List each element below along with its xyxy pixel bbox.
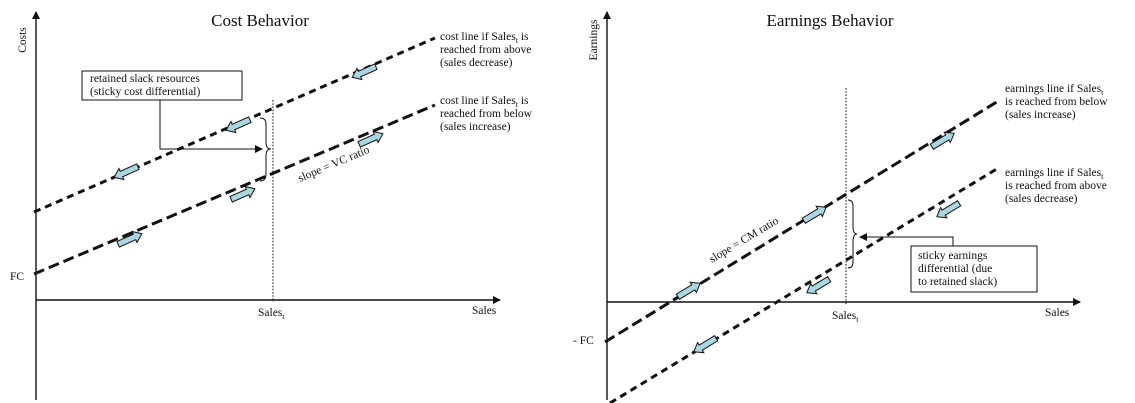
earnings-upper-line-label: earnings line if Salest is reached from … xyxy=(1005,83,1108,121)
earnings-differential-brace xyxy=(847,199,858,269)
vc-slope-label: slope = VC ratio xyxy=(296,144,371,185)
neg-fc-label: - FC xyxy=(573,335,594,347)
cost-differential-brace xyxy=(259,117,272,182)
sticky-earnings-text-1: sticky earnings xyxy=(918,250,988,262)
block-arrow-icon xyxy=(229,185,256,203)
retained-slack-connector xyxy=(159,100,263,153)
svg-text:earnings line if Salest: earnings line if Salest xyxy=(1005,83,1104,97)
earnings-arrows xyxy=(675,131,962,354)
costs-axis-label: Costs xyxy=(17,27,29,53)
earnings-behavior-title: Earnings Behavior xyxy=(767,11,894,30)
fc-label: FC xyxy=(10,271,24,283)
block-arrow-icon xyxy=(806,276,832,295)
earnings-line-from-below xyxy=(604,98,1001,344)
retained-slack-text-1: retained slack resources xyxy=(90,73,200,85)
earnings-sales-t-label: Salest xyxy=(832,310,859,324)
block-arrow-icon xyxy=(113,163,140,181)
block-arrow-icon xyxy=(675,281,701,300)
svg-text:earnings line if Salest: earnings line if Salest xyxy=(1005,167,1104,181)
cost-behavior-title: Cost Behavior xyxy=(211,11,309,30)
cost-upper-line-label: cost line if Salest is reached from abov… xyxy=(440,31,531,69)
svg-text:(sales decrease): (sales decrease) xyxy=(1005,193,1078,205)
block-arrow-icon xyxy=(801,205,827,224)
earnings-lower-line-label: earnings line if Salest is reached from … xyxy=(1005,167,1107,205)
svg-text:is reached from above: is reached from above xyxy=(1005,180,1107,192)
svg-text:(sales increase): (sales increase) xyxy=(1005,109,1076,121)
sticky-earnings-box xyxy=(910,245,1038,293)
earnings-line-from-above xyxy=(609,165,1001,403)
svg-text:reached from above: reached from above xyxy=(440,44,531,56)
block-arrow-icon xyxy=(225,116,252,134)
cost-sales-t-label: Salest xyxy=(258,307,285,321)
block-arrow-icon xyxy=(357,130,384,148)
retained-slack-text-2: (sticky cost differential) xyxy=(90,86,200,98)
svg-text:(sales increase): (sales increase) xyxy=(440,121,511,133)
block-arrow-icon xyxy=(351,63,378,81)
block-arrow-icon xyxy=(116,230,143,248)
block-arrow-icon xyxy=(936,200,962,219)
svg-text:reached from below: reached from below xyxy=(440,108,533,120)
cost-line-from-below xyxy=(33,103,436,276)
sticky-earnings-text-3: to retained slack) xyxy=(918,276,997,288)
svg-text:(sales decrease): (sales decrease) xyxy=(440,57,513,69)
block-arrow-icon xyxy=(693,335,719,354)
sticky-earnings-connector xyxy=(859,233,954,246)
sticky-earnings-text-2: differential (due xyxy=(918,263,992,275)
retained-slack-box xyxy=(81,70,243,101)
earnings-sales-axis-label: Sales xyxy=(1045,307,1070,319)
svg-text:cost line if Salest is: cost line if Salest is xyxy=(440,31,529,45)
cost-behavior-panel: Cost Behavior Costs Sales FC Salest reta… xyxy=(10,11,533,400)
cost-lower-line-label: cost line if Salest is reached from belo… xyxy=(440,95,533,133)
earnings-axis-label: Earnings xyxy=(588,19,600,60)
svg-text:cost line if Salest is: cost line if Salest is xyxy=(440,95,529,109)
earnings-behavior-panel: Earnings Behavior Earnings Sales - FC Sa… xyxy=(573,11,1108,403)
cost-arrows xyxy=(113,63,384,248)
cost-sales-axis-label: Sales xyxy=(472,305,497,317)
block-arrow-icon xyxy=(929,131,955,150)
svg-text:is reached from below: is reached from below xyxy=(1005,96,1108,108)
